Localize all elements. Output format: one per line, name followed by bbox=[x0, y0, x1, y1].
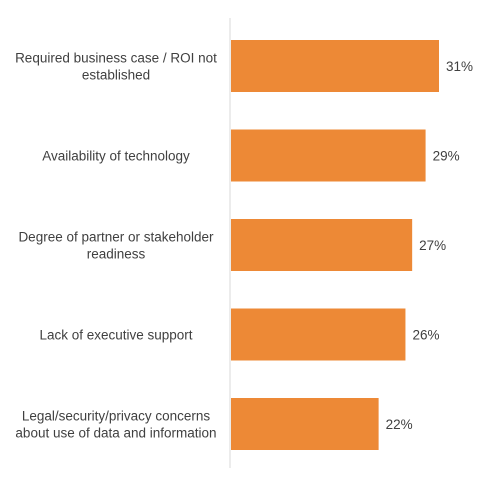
value-label-4: 26% bbox=[412, 328, 439, 343]
value-label-1: 31% bbox=[446, 59, 473, 74]
value-label-2: 29% bbox=[433, 149, 460, 164]
bar-1 bbox=[231, 40, 439, 92]
category-labels-group: Required business case / ROI not establis… bbox=[15, 51, 217, 441]
bar-2 bbox=[231, 129, 426, 182]
bar-5 bbox=[231, 398, 379, 450]
value-labels-group: 31% 29% 27% 26% 22% bbox=[386, 59, 473, 432]
category-label-1: Required business case / ROI not establis… bbox=[15, 51, 217, 83]
value-label-5: 22% bbox=[386, 417, 413, 432]
category-label-4: Lack of executive support bbox=[39, 328, 192, 343]
category-label-2: Availability of technology bbox=[42, 149, 190, 164]
value-label-3: 27% bbox=[419, 238, 446, 253]
bar-4 bbox=[231, 308, 406, 361]
bars-group bbox=[231, 40, 439, 450]
category-label-5: Legal/security/privacy concerns about use… bbox=[15, 409, 216, 441]
category-label-3: Degree of partner or stakeholder readines… bbox=[18, 230, 214, 262]
bar-3 bbox=[231, 219, 413, 271]
